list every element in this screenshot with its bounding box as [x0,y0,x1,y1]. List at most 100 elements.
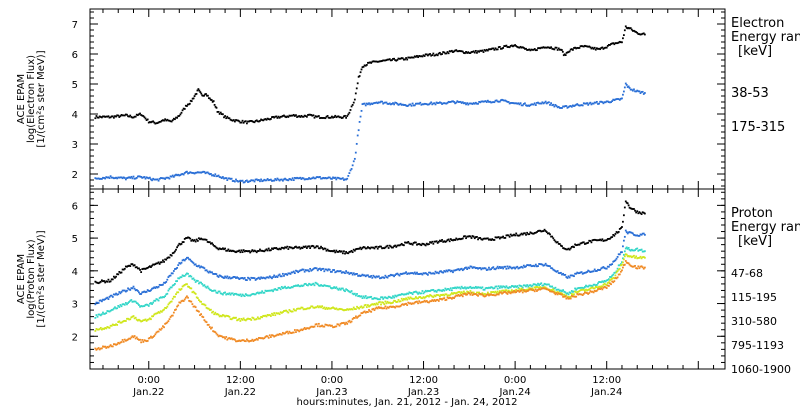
proton-point [218,315,221,318]
proton-point [357,315,360,318]
proton-point [264,336,267,338]
proton-point [482,293,485,296]
proton-point [181,285,184,288]
proton-point [553,239,556,241]
proton-point [607,237,610,240]
proton-point [455,292,458,295]
electron-point [639,92,642,95]
proton-point [481,292,484,295]
proton-point [524,232,526,235]
proton-point [239,293,242,296]
proton-point [528,287,531,290]
electron-point [242,121,245,124]
proton-point [180,276,183,279]
proton-point [423,296,426,299]
proton-point [174,309,176,311]
electron-point [265,179,268,182]
proton-point [255,251,258,254]
proton-point [364,304,367,306]
electron-point [524,102,526,105]
electron-point [250,179,253,182]
proton-point [601,288,604,291]
proton-point [385,302,388,305]
proton-point [117,293,120,296]
proton-point [570,293,573,295]
proton-point [210,271,212,274]
proton-point [237,293,240,296]
electron-point [211,174,213,177]
proton-point [264,249,267,252]
proton-point [172,295,175,298]
proton-point [423,291,426,293]
proton-point [359,314,362,317]
proton-point [337,288,340,291]
proton-point [609,237,611,240]
proton-point [213,273,216,275]
proton-point [581,294,584,296]
proton-point [640,248,643,251]
proton-point [396,244,399,247]
proton-point [304,269,307,271]
proton-point [541,263,544,266]
electron-point [274,178,277,180]
proton-point [561,293,563,296]
electron-point [279,115,282,118]
proton-point [421,301,424,303]
proton-point [232,293,235,296]
proton-point [103,298,105,301]
electron-point [363,64,366,67]
electron-point [513,44,515,47]
electron-point [485,101,488,103]
proton-point [365,297,368,300]
proton-point [403,298,405,300]
electron-point [493,48,496,51]
proton-point [387,295,390,298]
proton-point [369,275,372,278]
proton-point [525,289,527,291]
electron-point [363,102,366,105]
proton-point [578,287,581,289]
proton-point [396,272,399,275]
electron-point [118,176,121,179]
proton-point [276,288,279,291]
proton-point [153,286,156,289]
proton-point [432,242,435,245]
proton-point [193,263,196,266]
proton-point [561,292,563,295]
proton-point [150,335,152,338]
proton-point [504,286,507,289]
proton-point [112,324,115,326]
proton-point [300,284,303,287]
electron-point [208,173,211,176]
electron-point [377,60,380,63]
electron-point [525,47,527,50]
proton-point [400,273,403,275]
proton-point [371,246,374,249]
proton-point [500,236,502,239]
proton-point [429,300,431,303]
proton-point [627,262,630,265]
electron-point [228,117,231,120]
proton-point [540,263,543,266]
proton-point [479,286,482,289]
proton-point [202,266,205,269]
electron-point [453,50,455,53]
proton-point [164,258,167,261]
proton-point [448,296,451,299]
electron-point [397,57,400,60]
proton-point [343,321,345,324]
electron-point [256,179,259,182]
electron-point [549,103,551,106]
proton-point [266,249,269,252]
proton-point [389,296,392,299]
proton-y-label: ACE EPAM log(Proton Flux) [1/(cm²s ster … [16,230,47,327]
proton-point [377,298,380,301]
proton-point [227,293,230,296]
electron-point [393,103,395,106]
proton-point [117,304,120,307]
proton-point [420,301,423,304]
proton-point [409,243,412,245]
proton-point [371,303,374,306]
proton-point [226,292,229,295]
